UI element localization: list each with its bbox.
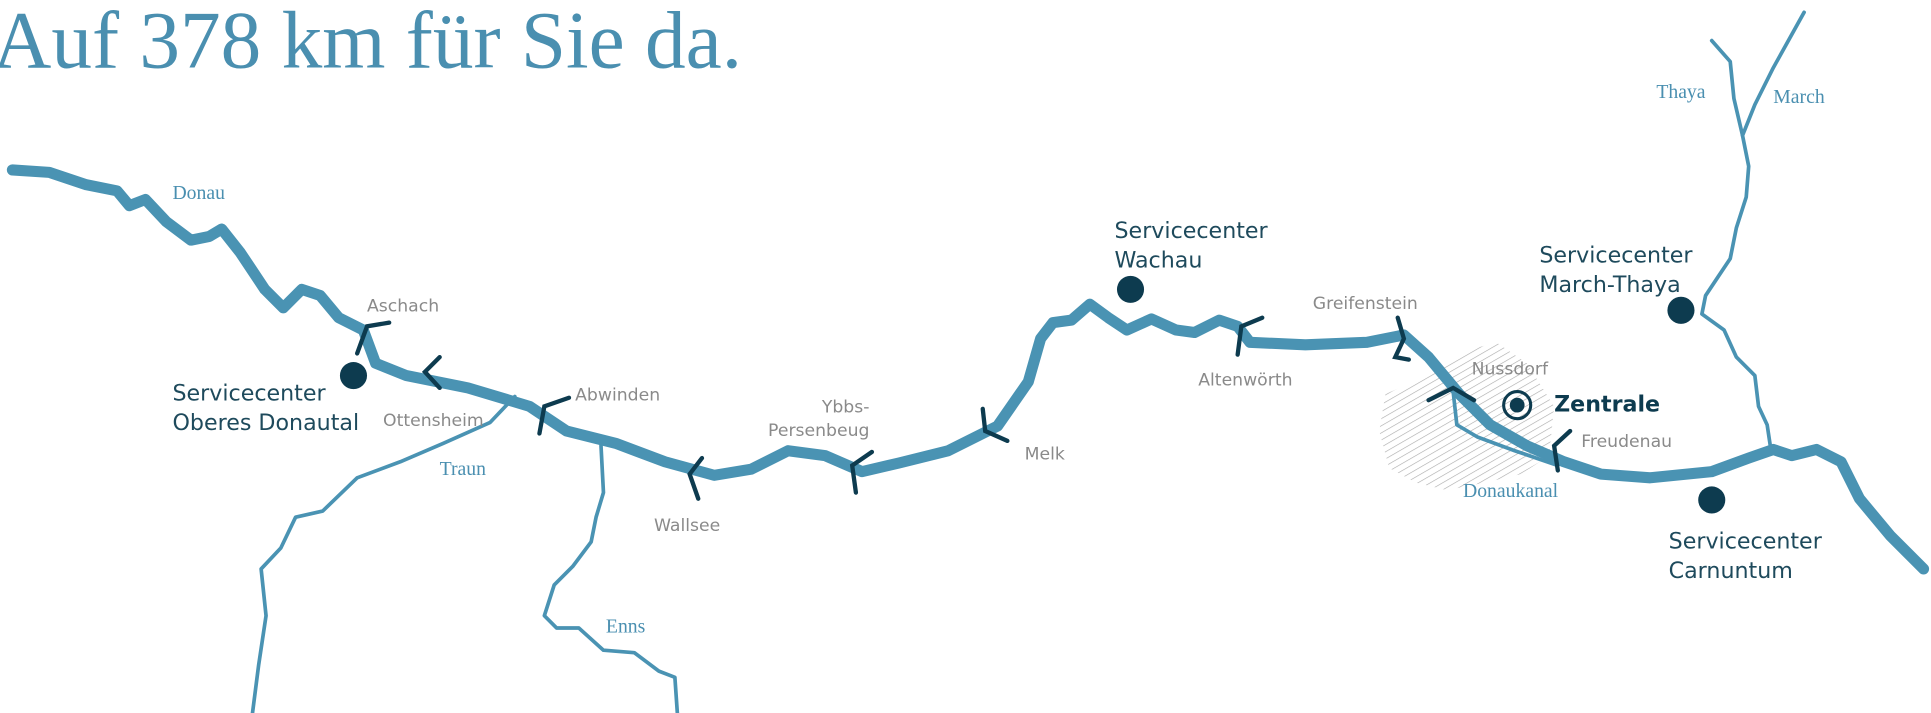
lock-label: Ottensheim <box>383 411 484 431</box>
river-march <box>1700 10 1806 452</box>
lock-label: Greifenstein <box>1313 294 1418 314</box>
lock-label: Altenwörth <box>1198 371 1292 391</box>
lock-label: Nussdorf <box>1472 359 1549 379</box>
lock-label: Wallsee <box>654 516 720 536</box>
service-center-dot <box>1698 486 1726 514</box>
service-center-dot <box>339 362 368 390</box>
headquarters-label: Zentrale <box>1554 392 1660 418</box>
service-center-label: Servicecenter <box>1539 243 1693 269</box>
river-label: Traun <box>440 458 486 480</box>
lock-label: Persenbeug <box>768 421 869 441</box>
river-donau <box>6 164 1930 575</box>
service-center-label: Servicecenter <box>1115 218 1269 244</box>
river-label: March <box>1773 86 1825 108</box>
lock-label: Freudenau <box>1581 432 1672 452</box>
lock-label: Melk <box>1025 444 1065 464</box>
lock-label: Ybbs- <box>821 398 870 418</box>
river-traun <box>250 394 517 713</box>
river-label: Donau <box>172 182 225 204</box>
service-center-label: Wachau <box>1115 248 1203 274</box>
river-label: Donaukanal <box>1463 480 1559 502</box>
lock-label: Abwinden <box>575 385 660 405</box>
headquarters-dot <box>1509 397 1525 413</box>
service-center-dot <box>1116 275 1145 303</box>
city-area <box>1379 342 1555 491</box>
service-center-label: March-Thaya <box>1539 272 1680 298</box>
service-center-label: Servicecenter <box>1669 528 1823 554</box>
lock-label: Aschach <box>367 297 439 317</box>
headquarters-ring <box>1502 390 1533 421</box>
river-thaya <box>1709 38 1745 138</box>
lock-marks <box>355 315 1573 501</box>
river-label: Enns <box>606 616 645 638</box>
title: Auf 378 km für Sie da. <box>0 0 742 86</box>
service-center-dot <box>1667 296 1695 324</box>
river-donaukanal <box>1451 389 1560 468</box>
service-center-label: Oberes Donautal <box>172 410 359 436</box>
river-enns <box>542 443 680 713</box>
service-center-label: Carnuntum <box>1669 558 1793 584</box>
river-label: Thaya <box>1656 81 1705 103</box>
service-center-label: Servicecenter <box>172 381 326 407</box>
